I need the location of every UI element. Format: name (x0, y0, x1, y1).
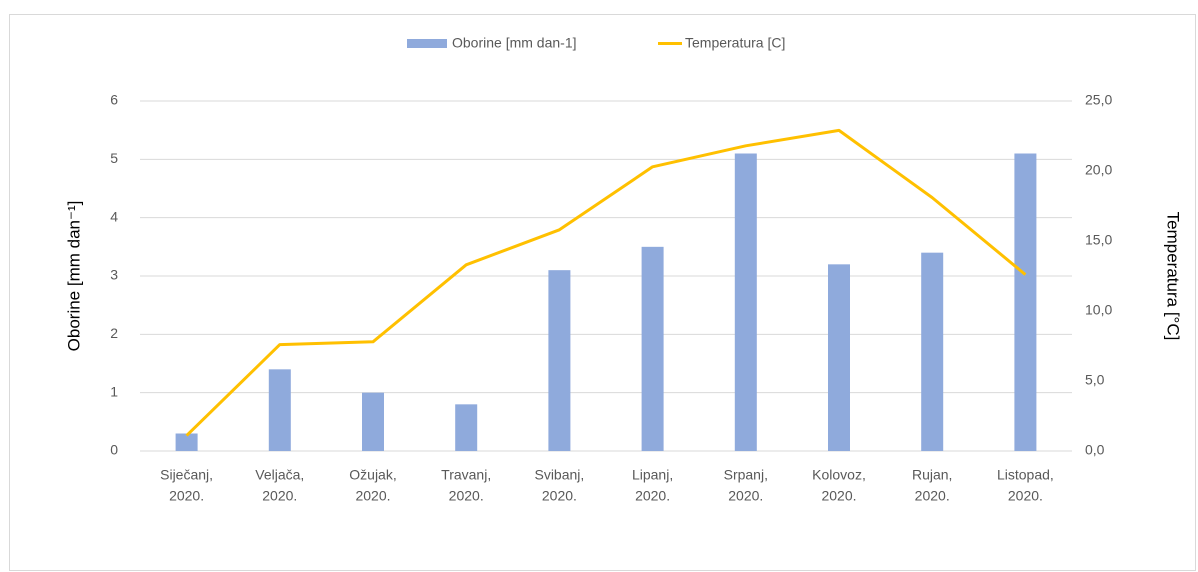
x-tick-label: 2020. (915, 488, 950, 504)
x-tick-label: 2020. (635, 488, 670, 504)
bar (548, 270, 571, 451)
y-tick-label: 5 (110, 150, 118, 166)
bar (455, 404, 478, 451)
y2-tick-label: 5,0 (1085, 372, 1105, 388)
legend-label: Temperatura [C] (685, 35, 785, 51)
y-tick-label: 3 (110, 267, 118, 283)
x-tick-label: Svibanj, (534, 467, 584, 483)
y-tick-label: 1 (110, 383, 118, 399)
line (185, 128, 1027, 437)
bar (641, 246, 664, 451)
bar (828, 264, 850, 451)
x-tick-label: Ožujak, (349, 467, 396, 483)
x-tick-label: Kolovoz, (812, 467, 866, 483)
y-axis-label: Oborine [mm dan⁻¹] (64, 201, 83, 352)
x-tick-label: Rujan, (912, 467, 952, 483)
y-tick-label: 6 (110, 92, 118, 108)
legend-label: Oborine [mm dan-1] (452, 35, 577, 51)
x-tick-label: 2020. (1008, 488, 1043, 504)
x-tick-label: Listopad, (997, 467, 1054, 483)
x-tick-label: 2020. (449, 488, 484, 504)
x-tick-label: Lipanj, (632, 467, 673, 483)
chart-frame (9, 14, 1196, 571)
y2-tick-label: 20,0 (1085, 162, 1112, 178)
bar (362, 392, 384, 451)
y2-tick-label: 0,0 (1085, 442, 1105, 458)
legend-swatch (407, 39, 447, 48)
x-tick-label: 2020. (355, 488, 390, 504)
x-tick-label: Srpanj, (724, 467, 768, 483)
y-tick-label: 2 (110, 325, 118, 341)
x-tick-label: Travanj, (441, 467, 491, 483)
x-tick-label: 2020. (821, 488, 856, 504)
bar (921, 252, 944, 451)
x-tick-label: 2020. (542, 488, 577, 504)
bar (1014, 153, 1037, 451)
y2-tick-label: 25,0 (1085, 92, 1112, 108)
bar (268, 369, 291, 451)
x-tick-label: 2020. (728, 488, 763, 504)
y2-tick-label: 10,0 (1085, 302, 1112, 318)
bar (175, 433, 198, 451)
y-tick-label: 4 (110, 208, 118, 224)
x-tick-label: 2020. (262, 488, 297, 504)
y2-axis-label: Temperatura [°C] (1164, 212, 1183, 341)
x-tick-label: Veljača, (255, 467, 304, 483)
y-tick-label: 0 (110, 442, 118, 458)
x-tick-label: Siječanj, (160, 467, 213, 483)
bar (734, 153, 757, 451)
x-tick-label: 2020. (169, 488, 204, 504)
y2-tick-label: 15,0 (1085, 232, 1112, 248)
